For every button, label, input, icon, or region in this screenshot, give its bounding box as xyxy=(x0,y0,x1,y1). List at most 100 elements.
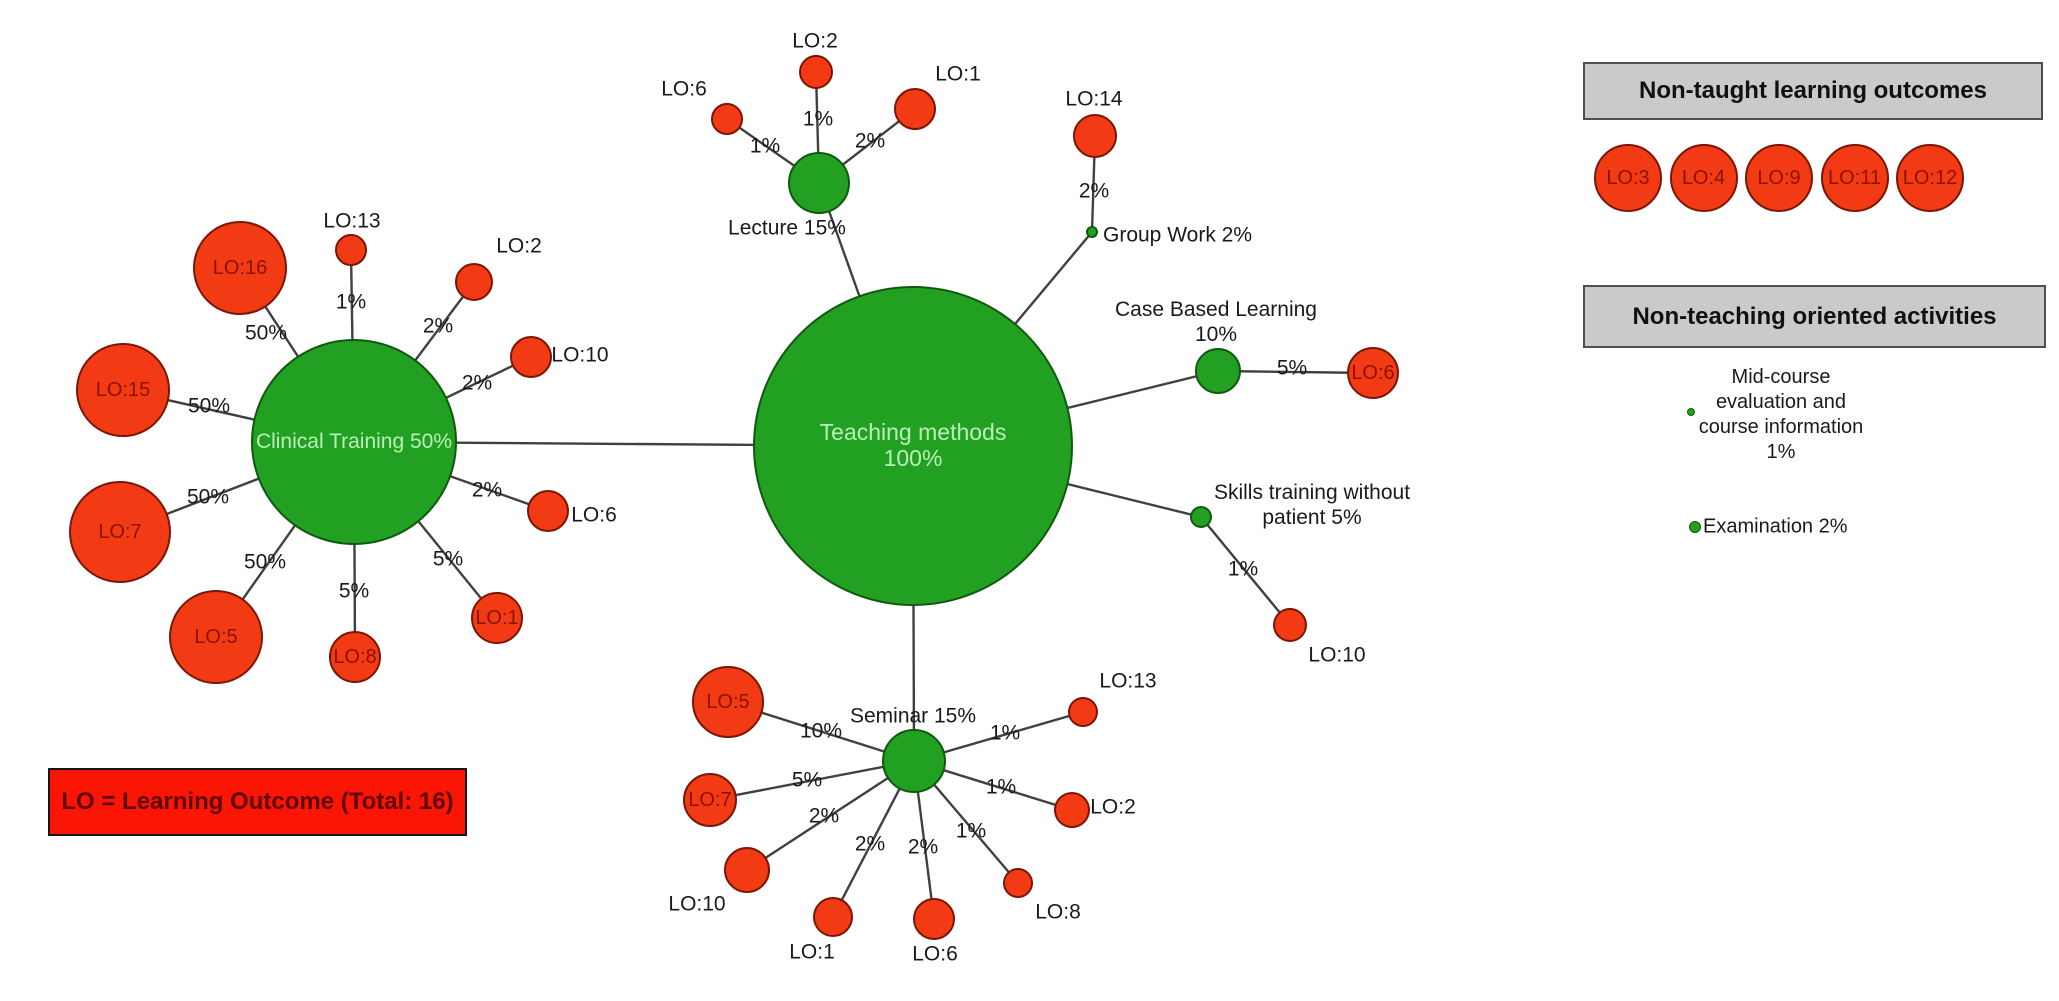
node-clinical-inside-label: Clinical Training 50% xyxy=(255,430,453,454)
legend-title-non-taught: Non-taught learning outcomes xyxy=(1639,77,1987,104)
examination-dot xyxy=(1689,521,1701,533)
node-legend-lo4-inside-label: LO:4 xyxy=(1681,166,1726,189)
node-c-lo7: LO:7 xyxy=(69,481,171,583)
node-c-lo8-inside-label: LO:8 xyxy=(333,645,377,668)
node-cbl xyxy=(1195,348,1241,394)
node-groupwork xyxy=(1086,226,1098,238)
legend-title-activities: Non-teaching oriented activities xyxy=(1632,302,1997,330)
node-l-lo1-label: LO:1 xyxy=(935,62,981,86)
node-s-lo10 xyxy=(1273,608,1307,642)
node-c-lo13-label: LO:13 xyxy=(323,209,381,233)
node-skills-label: Skills training without patient 5% xyxy=(1213,481,1411,529)
note-text: LO = Learning Outcome (Total: 16) xyxy=(61,788,454,815)
node-l-lo1 xyxy=(894,88,936,130)
node-se-lo13 xyxy=(1068,697,1098,727)
edge-label-clinical-c-lo1: 5% xyxy=(432,547,464,571)
node-legend-lo3-inside-label: LO:3 xyxy=(1606,166,1650,189)
edge-label-seminar-se-lo10: 2% xyxy=(808,804,840,828)
node-se-lo7-inside-label: LO:7 xyxy=(688,788,732,811)
node-se-lo2 xyxy=(1054,792,1090,828)
node-c-lo7-inside-label: LO:7 xyxy=(98,520,142,543)
edge-label-clinical-c-lo16: 50% xyxy=(244,321,288,345)
edge-label-groupwork-g-lo14: 2% xyxy=(1078,179,1110,203)
node-seminar xyxy=(882,729,946,793)
node-c-lo15: LO:15 xyxy=(76,343,170,437)
node-g-lo14-label: LO:14 xyxy=(1065,87,1123,111)
examination-label: Examination 2% xyxy=(1703,515,1848,538)
edge-label-seminar-se-lo2: 1% xyxy=(985,775,1017,799)
edge-label-lecture-l-lo6: 1% xyxy=(749,134,781,158)
mid-course-evaluation-dot xyxy=(1687,408,1695,416)
node-c-lo1-inside-label: LO:1 xyxy=(475,606,519,629)
node-legend-lo12: LO:12 xyxy=(1896,144,1964,212)
edge-label-lecture-l-lo2: 1% xyxy=(802,107,834,131)
edge-label-clinical-c-lo10: 2% xyxy=(461,371,493,395)
node-c-lo1: LO:1 xyxy=(471,592,523,644)
edge-seminar-se-lo7 xyxy=(709,759,915,802)
legend-box-activities: Non-teaching oriented activities xyxy=(1583,285,2046,348)
node-l-lo6-label: LO:6 xyxy=(661,77,707,101)
edge-label-seminar-se-lo1: 2% xyxy=(854,832,886,856)
edge-label-cbl-cb-lo6: 5% xyxy=(1276,356,1308,380)
node-se-lo10-label: LO:10 xyxy=(668,892,726,916)
edge-label-clinical-c-lo8: 5% xyxy=(338,579,370,603)
edge-label-clinical-c-lo5: 50% xyxy=(243,550,287,574)
node-se-lo6 xyxy=(913,898,955,940)
node-s-lo10-label: LO:10 xyxy=(1308,643,1366,667)
edge-label-clinical-c-lo15: 50% xyxy=(187,394,231,418)
node-c-lo6-label: LO:6 xyxy=(571,503,617,527)
node-legend-lo9-inside-label: LO:9 xyxy=(1757,166,1801,189)
node-cb-lo6: LO:6 xyxy=(1347,347,1399,399)
node-se-lo10 xyxy=(724,847,770,893)
node-lecture-label: Lecture 15% xyxy=(728,216,846,240)
node-se-lo2-label: LO:2 xyxy=(1090,795,1136,819)
node-seminar-label: Seminar 15% xyxy=(849,704,977,728)
node-lecture xyxy=(788,152,850,214)
node-c-lo13 xyxy=(335,234,367,266)
node-c-lo16-inside-label: LO:16 xyxy=(212,256,268,279)
node-c-lo2 xyxy=(455,263,493,301)
node-se-lo5-inside-label: LO:5 xyxy=(706,690,750,713)
node-se-lo1 xyxy=(813,897,853,937)
node-l-lo6 xyxy=(711,103,743,135)
node-cb-lo6-inside-label: LO:6 xyxy=(1351,361,1395,384)
node-legend-lo4: LO:4 xyxy=(1669,144,1738,212)
node-skills xyxy=(1190,506,1212,528)
node-legend-lo11-inside-label: LO:11 xyxy=(1828,166,1881,189)
node-clinical: Clinical Training 50% xyxy=(251,339,457,545)
edge-label-skills-s-lo10: 1% xyxy=(1227,557,1259,581)
node-se-lo13-label: LO:13 xyxy=(1099,669,1157,693)
node-legend-lo11: LO:11 xyxy=(1820,144,1889,212)
edge-seminar-se-lo10 xyxy=(746,759,915,872)
node-teaching: Teaching methods 100% xyxy=(753,286,1073,606)
node-se-lo5: LO:5 xyxy=(692,666,764,738)
edge-label-clinical-c-lo2: 2% xyxy=(422,314,454,338)
node-se-lo8-label: LO:8 xyxy=(1035,900,1081,924)
node-c-lo5-inside-label: LO:5 xyxy=(194,625,238,648)
node-teaching-inside-label: Teaching methods 100% xyxy=(819,419,1007,471)
node-g-lo14 xyxy=(1073,114,1117,158)
node-se-lo1-label: LO:1 xyxy=(789,940,835,964)
node-c-lo2-label: LO:2 xyxy=(496,234,542,258)
node-c-lo6 xyxy=(527,490,569,532)
edge-label-seminar-se-lo13: 1% xyxy=(989,721,1021,745)
node-l-lo2 xyxy=(799,55,833,89)
node-legend-lo12-inside-label: LO:12 xyxy=(1902,166,1958,189)
node-legend-lo3: LO:3 xyxy=(1594,144,1662,212)
edge-label-seminar-se-lo7: 5% xyxy=(791,768,823,792)
note-box: LO = Learning Outcome (Total: 16) xyxy=(48,768,467,836)
edge-label-lecture-l-lo1: 2% xyxy=(854,129,886,153)
edge-label-seminar-se-lo6: 2% xyxy=(907,835,939,859)
node-c-lo5: LO:5 xyxy=(169,590,263,684)
node-se-lo7: LO:7 xyxy=(683,773,737,827)
edge-skills-s-lo10 xyxy=(1200,516,1291,626)
edge-label-seminar-se-lo5: 10% xyxy=(799,719,843,743)
edge-label-clinical-c-lo13: 1% xyxy=(335,290,367,314)
mid-course-evaluation-label: Mid-course evaluation and course informati… xyxy=(1698,366,1864,463)
node-se-lo8 xyxy=(1003,868,1033,898)
edge-label-clinical-c-lo7: 50% xyxy=(186,485,230,509)
edge-label-seminar-se-lo8: 1% xyxy=(955,819,987,843)
legend-box-non-taught: Non-taught learning outcomes xyxy=(1583,62,2043,120)
